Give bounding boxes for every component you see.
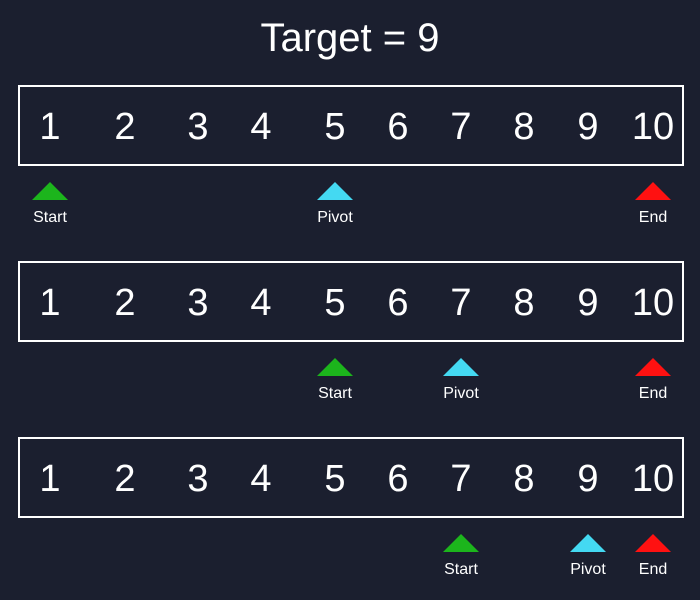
array-row-3: 1 2 3 4 5 6 7 8 9 10: [18, 437, 684, 518]
end-marker: End: [618, 182, 688, 228]
start-label: Start: [444, 561, 478, 578]
array-cell: 4: [250, 458, 272, 500]
start-marker: Start: [426, 534, 496, 580]
triangle-up-icon: [570, 534, 606, 552]
end-marker: End: [618, 358, 688, 404]
end-label: End: [638, 385, 668, 402]
array-cell: 9: [577, 106, 599, 148]
array-row-1: 1 2 3 4 5 6 7 8 9 10: [18, 85, 684, 166]
triangle-up-icon: [443, 534, 479, 552]
array-cell: 4: [250, 282, 272, 324]
array-cell: 3: [187, 282, 209, 324]
array-cell: 1: [39, 106, 61, 148]
start-label: Start: [318, 385, 352, 402]
pivot-marker: Pivot: [553, 534, 623, 580]
array-cell: 10: [631, 282, 675, 324]
array-cell: 3: [187, 106, 209, 148]
array-cell: 7: [450, 106, 472, 148]
array-cell: 9: [577, 282, 599, 324]
pivot-label: Pivot: [317, 209, 353, 226]
array-cell: 2: [114, 458, 136, 500]
pivot-label: Pivot: [443, 385, 479, 402]
array-cell: 1: [39, 458, 61, 500]
array-cell: 2: [114, 282, 136, 324]
array-cell: 8: [513, 458, 535, 500]
triangle-up-icon: [317, 358, 353, 376]
array-cell: 5: [324, 282, 346, 324]
array-cell: 8: [513, 282, 535, 324]
array-cell: 9: [577, 458, 599, 500]
end-label: End: [638, 561, 668, 578]
array-cell: 7: [450, 458, 472, 500]
array-cell: 2: [114, 106, 136, 148]
end-marker: End: [618, 534, 688, 580]
diagram-title: Target = 9: [260, 16, 440, 60]
array-cell: 6: [387, 282, 409, 324]
array-row-2: 1 2 3 4 5 6 7 8 9 10: [18, 261, 684, 342]
array-cell: 5: [324, 458, 346, 500]
array-cell: 6: [387, 458, 409, 500]
triangle-up-icon: [32, 182, 68, 200]
array-cell: 10: [631, 458, 675, 500]
array-cell: 7: [450, 282, 472, 324]
pivot-marker: Pivot: [300, 182, 370, 228]
array-cell: 6: [387, 106, 409, 148]
array-cell: 8: [513, 106, 535, 148]
pivot-marker: Pivot: [426, 358, 496, 404]
pivot-label: Pivot: [570, 561, 606, 578]
end-label: End: [638, 209, 668, 226]
start-marker: Start: [15, 182, 85, 228]
triangle-up-icon: [443, 358, 479, 376]
triangle-up-icon: [317, 182, 353, 200]
array-cell: 10: [631, 106, 675, 148]
array-cell: 5: [324, 106, 346, 148]
start-marker: Start: [300, 358, 370, 404]
triangle-up-icon: [635, 358, 671, 376]
array-cell: 3: [187, 458, 209, 500]
array-cell: 4: [250, 106, 272, 148]
array-cell: 1: [39, 282, 61, 324]
triangle-up-icon: [635, 182, 671, 200]
start-label: Start: [33, 209, 67, 226]
triangle-up-icon: [635, 534, 671, 552]
